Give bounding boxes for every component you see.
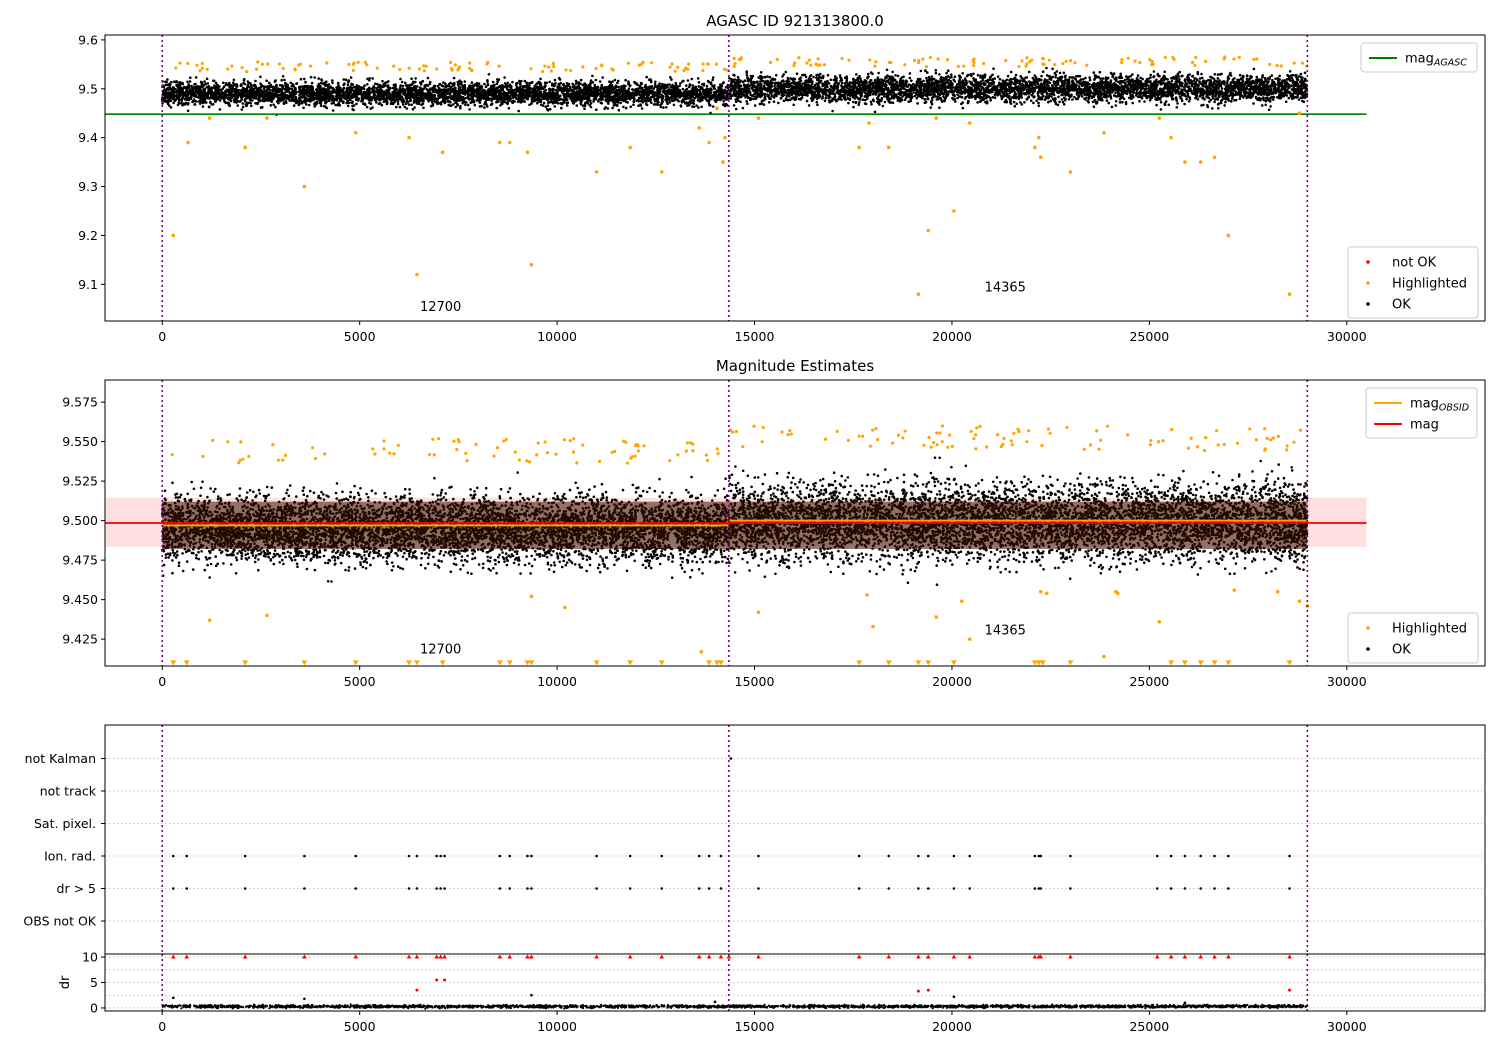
ok-point <box>206 78 209 81</box>
ok-point <box>187 110 190 113</box>
ok-point <box>495 107 498 110</box>
ok-point <box>669 101 672 104</box>
ok-point <box>511 81 514 84</box>
ok-point <box>213 84 216 87</box>
ok-point <box>464 97 467 100</box>
ok-point <box>419 81 422 84</box>
ok-point <box>300 78 303 81</box>
ok-point <box>343 78 346 81</box>
ok-point <box>161 102 164 105</box>
ok-point <box>543 102 546 105</box>
ok-point <box>203 80 206 83</box>
ok-point <box>654 83 657 86</box>
ok-point <box>242 106 245 109</box>
ok-point <box>583 108 586 111</box>
ok-point <box>697 106 700 109</box>
ok-point <box>554 79 557 82</box>
ok-point <box>178 101 181 104</box>
ok-point <box>700 106 703 109</box>
ok-point <box>599 80 602 83</box>
ok-point <box>422 80 425 83</box>
ok-point <box>297 104 300 107</box>
ok-point <box>662 106 665 109</box>
ok-point <box>619 102 622 105</box>
ok-point <box>641 107 644 110</box>
ok-point <box>233 79 236 82</box>
ok-point <box>272 103 275 106</box>
chart-title: AGASC ID 921313800.0 <box>706 12 884 30</box>
ok-point <box>366 106 369 109</box>
ok-point <box>468 108 471 111</box>
ok-point <box>682 88 685 91</box>
ok-point <box>310 76 313 79</box>
ok-point <box>464 104 467 107</box>
ok-point <box>245 105 248 108</box>
ok-point <box>427 77 430 80</box>
ok-point <box>517 110 520 113</box>
ok-point <box>414 77 417 80</box>
ok-point <box>190 85 193 88</box>
